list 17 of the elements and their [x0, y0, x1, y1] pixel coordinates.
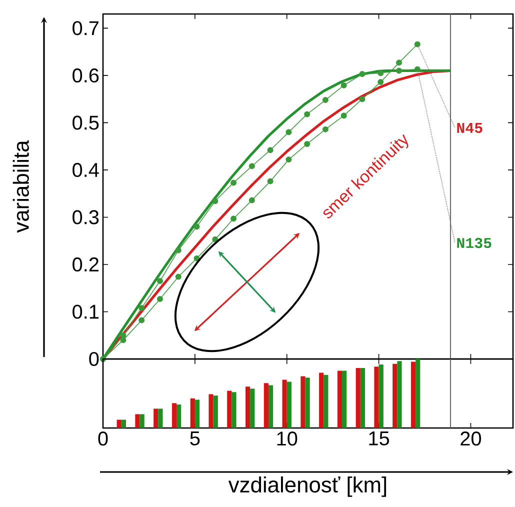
x-tick-label: 20 — [460, 432, 482, 446]
x-tick-label: 0 — [98, 432, 108, 446]
y-axis-title: variabilita — [12, 140, 29, 233]
y-tick-label: 0.6 — [72, 68, 99, 82]
y-tick-label: 0.7 — [72, 21, 98, 36]
x-axis-title: vzdialenosť [km] — [228, 476, 386, 497]
y-tick-label: 0.4 — [72, 162, 99, 178]
x-tick-label: 5 — [190, 432, 200, 446]
y-tick-label: 0 — [89, 352, 99, 366]
y-tick-label: 0.3 — [72, 210, 99, 224]
text: N135 — [457, 238, 492, 248]
text: N45 — [457, 123, 482, 133]
y-tick-label: 0.5 — [72, 116, 99, 130]
x-tick-label: 10 — [277, 432, 298, 446]
x-tick-label: 15 — [369, 432, 390, 446]
y-tick-label: 0.1 — [72, 304, 99, 319]
y-tick-label: 0.2 — [72, 257, 98, 272]
